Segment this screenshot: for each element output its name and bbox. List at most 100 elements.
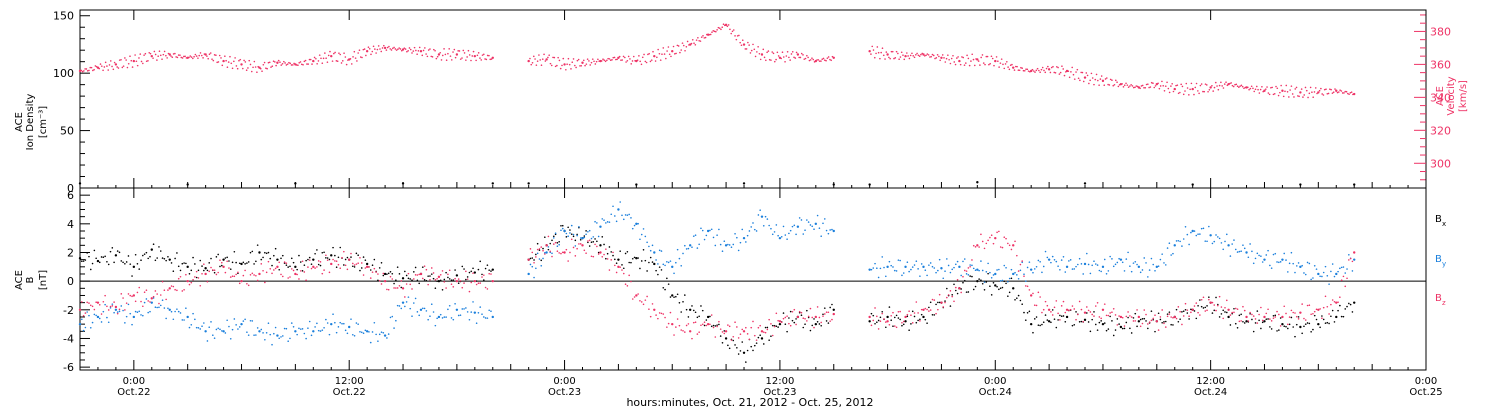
data-point-fill [1057, 66, 1059, 69]
data-point-fill [470, 59, 472, 62]
data-point-fill [488, 309, 490, 312]
data-point-fill [723, 240, 726, 243]
data-point-density [832, 183, 835, 186]
data-point-fill [1344, 272, 1347, 274]
data-point-fill [694, 234, 697, 236]
legend-bx-sub: x [1442, 220, 1446, 228]
data-point-fill [727, 344, 729, 347]
data-point-fill [949, 62, 952, 65]
data-point-fill [559, 67, 562, 70]
data-point-fill [313, 56, 316, 59]
data-point-fill [829, 306, 831, 309]
data-point-fill [992, 242, 995, 245]
data-point-fill [630, 280, 632, 283]
data-point-fill [369, 341, 372, 344]
data-point-fill [758, 52, 761, 55]
data-point-fill [122, 261, 124, 264]
data-point-fill [711, 31, 713, 34]
data-point-fill [673, 334, 675, 336]
data-point-fill [551, 239, 553, 242]
data-point-fill [596, 240, 598, 243]
data-point-fill [310, 267, 313, 270]
data-point-fill [1252, 330, 1255, 333]
data-point-fill [163, 257, 166, 260]
data-point-fill [692, 309, 695, 312]
data-point-fill [1243, 309, 1246, 312]
data-point-fill [1021, 67, 1023, 69]
data-point-fill [1204, 310, 1207, 312]
data-point-fill [1198, 92, 1200, 95]
data-point-fill [177, 310, 180, 313]
data-point-fill [747, 41, 749, 44]
data-point-fill [822, 57, 825, 60]
data-point-velocity [168, 53, 171, 56]
data-point-fill [1095, 73, 1098, 76]
data-point-fill [727, 324, 729, 326]
data-point-fill [628, 213, 630, 216]
data-point-fill [705, 234, 708, 237]
data-point-fill [84, 68, 86, 70]
data-point-fill [1109, 315, 1111, 318]
data-point-fill [378, 333, 381, 336]
data-point-fill [421, 54, 424, 57]
data-point-bx [1263, 320, 1266, 323]
data-point-fill [470, 270, 473, 273]
data-point-fill [317, 329, 320, 332]
data-point-fill [120, 260, 123, 262]
data-point-fill [539, 59, 542, 61]
data-point-fill [166, 57, 168, 59]
data-point-velocity [132, 59, 136, 63]
data-point-fill [479, 306, 482, 308]
data-point-fill [283, 261, 286, 263]
data-point-fill [554, 241, 557, 244]
data-point-fill [989, 271, 991, 274]
data-point-by [114, 308, 118, 312]
data-point-fill [247, 334, 250, 336]
data-point-fill [1184, 90, 1186, 92]
data-point-fill [944, 300, 946, 302]
data-point-bx [96, 259, 100, 263]
data-point-fill [179, 275, 182, 278]
data-point-by [581, 236, 584, 240]
data-point-fill [1234, 248, 1237, 251]
data-point-fill [1313, 314, 1316, 317]
data-point-fill [343, 250, 345, 253]
data-point-fill [1208, 298, 1210, 301]
data-point-fill [175, 56, 177, 58]
data-point-fill [201, 272, 203, 275]
data-point-fill [906, 52, 908, 54]
data-point-fill [235, 324, 237, 326]
data-point-bz [545, 244, 548, 247]
data-point-fill [600, 60, 603, 62]
data-point-fill [91, 262, 94, 265]
data-point-fill [938, 55, 940, 58]
data-point-fill [468, 318, 471, 321]
data-point-fill [608, 269, 611, 271]
data-point-fill [1170, 316, 1172, 318]
data-point-fill [244, 263, 246, 265]
data-point-fill [1326, 305, 1329, 308]
data-point-bx [78, 257, 82, 260]
data-point-fill [1254, 318, 1257, 320]
data-point-fill [391, 278, 394, 280]
data-point-fill [271, 272, 273, 275]
data-point-fill [585, 252, 587, 254]
data-point-fill [183, 55, 185, 58]
data-point-fill [333, 52, 335, 55]
data-point-fill [483, 316, 485, 318]
data-point-fill [483, 53, 485, 56]
data-point-fill [615, 58, 617, 61]
data-point-fill [574, 245, 577, 247]
data-point-fill [825, 229, 828, 232]
data-point-fill [908, 270, 910, 273]
data-point-fill [1042, 321, 1045, 324]
data-point-fill [956, 278, 959, 281]
data-point-fill [89, 304, 92, 307]
data-point-by [1173, 244, 1176, 247]
data-point-fill [659, 59, 662, 61]
data-point-fill [484, 58, 486, 60]
data-point-by [671, 265, 674, 269]
data-point-fill [872, 267, 875, 269]
data-point-fill [710, 314, 713, 316]
